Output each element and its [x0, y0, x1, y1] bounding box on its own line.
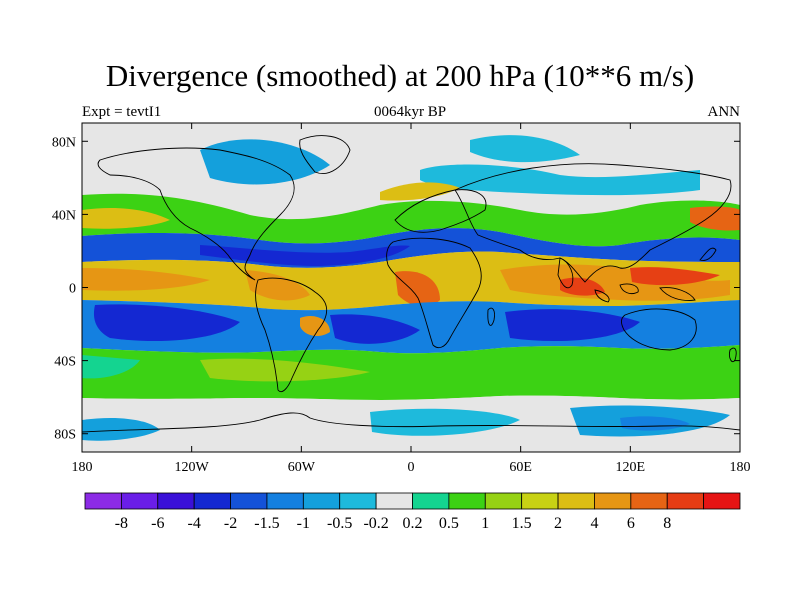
- north-asia-convergence: [420, 164, 700, 196]
- y-axis: 80N 40N 0 40S 80S: [52, 135, 740, 443]
- colorbar-swatch: [412, 492, 450, 510]
- africa-divergence: [395, 271, 440, 307]
- south-america-outline: [255, 277, 328, 393]
- madagascar-outline: [487, 307, 495, 326]
- itcz-pacific-divergence: [82, 268, 210, 291]
- x-tick-label: 180: [72, 460, 93, 475]
- colorbar-label: -1.5: [254, 515, 279, 532]
- antarctica-outline: [82, 412, 740, 433]
- colorbar-swatch: [666, 492, 705, 510]
- plot-title: Divergence (smoothed) at 200 hPa (10**6 …: [105, 58, 695, 93]
- s-pacific-strong-convergence: [93, 304, 240, 342]
- east-antarctic-strong: [620, 416, 690, 431]
- south-brazil-divergence: [300, 315, 330, 337]
- y-tick-label: 80N: [52, 135, 76, 150]
- divergence-field: [82, 123, 740, 452]
- bay-of-bengal-divergence: [560, 277, 605, 296]
- colorbar-label: -1: [297, 515, 310, 532]
- colorbar-label: -6: [151, 515, 164, 532]
- x-tick-label: 120W: [175, 460, 210, 475]
- colorbar-swatch: [521, 492, 559, 510]
- colorbar-swatch: [84, 492, 122, 510]
- new-guinea-outline: [659, 287, 696, 301]
- x-tick-label: 120E: [616, 460, 646, 475]
- south-pacific-midlat: [200, 358, 370, 382]
- colorbar-label: 8: [663, 515, 671, 532]
- x-tick-label: 60W: [288, 460, 316, 475]
- colorbar-label: -8: [115, 515, 128, 532]
- africa-outline: [386, 237, 482, 349]
- y-tick-label: 40S: [54, 355, 76, 370]
- india-outline: [557, 257, 574, 289]
- colorbar-label: -2: [224, 515, 237, 532]
- colorbar-swatch: [302, 492, 341, 510]
- x-axis: 180 120W 60W 0 60E 120E 180: [72, 123, 751, 475]
- colorbar-swatch: [375, 492, 413, 510]
- europe-outline: [394, 189, 487, 233]
- n-pacific-dateline-divergence: [82, 208, 170, 229]
- y-tick-label: 80S: [54, 428, 76, 443]
- x-tick-label: 180: [730, 460, 751, 475]
- colorbar-swatch: [230, 492, 268, 510]
- indian-ocean-divergence: [500, 264, 730, 301]
- japan-outline: [699, 247, 717, 261]
- n-pacific-east-divergence: [690, 206, 740, 231]
- colorbar-label: 2: [554, 515, 562, 532]
- y-tick-label: 40N: [52, 208, 76, 223]
- colorbar-swatch: [448, 492, 486, 510]
- colorbar-swatch: [120, 492, 159, 510]
- s-indian-strong-convergence: [505, 309, 640, 342]
- experiment-label: Expt = tevtI1: [82, 104, 162, 120]
- new-zealand-outline: [729, 347, 737, 363]
- colorbar-swatch: [339, 492, 377, 510]
- colorbar-label: -0.2: [363, 515, 388, 532]
- south-america-divergence: [245, 270, 310, 301]
- colorbar-swatch: [630, 492, 668, 510]
- borneo-outline: [619, 283, 639, 295]
- y-tick-label: 0: [69, 282, 76, 297]
- n-atlantic-storm-divergence: [380, 182, 460, 201]
- colorbar-label: 4: [590, 515, 598, 532]
- greenland-outline: [299, 135, 351, 174]
- south-midlat-divergence: [82, 345, 740, 400]
- coastlines: [82, 135, 740, 433]
- colorbar-label: 1.5: [512, 515, 532, 532]
- colorbar-swatch: [594, 492, 632, 510]
- colorbar-label: 0.2: [403, 515, 423, 532]
- colorbar-swatch: [557, 492, 595, 510]
- north-midlat-divergence: [82, 193, 740, 247]
- sumatra-outline: [594, 289, 610, 303]
- ross-sea-convergence: [82, 418, 160, 441]
- x-tick-label: 0: [408, 460, 415, 475]
- s-atlantic-strong-convergence: [330, 314, 420, 344]
- weddell-convergence: [370, 408, 520, 436]
- colorbar-label: 6: [627, 515, 635, 532]
- colorbar-swatch: [193, 492, 231, 510]
- north-america-outline: [97, 147, 295, 281]
- colorbar-label: 1: [481, 515, 489, 532]
- colorbar: -8 -6 -4 -2 -1.5 -1 -0.5 -0.2 0.2 0.5 1 1.5 2 4 6 8: [84, 492, 741, 532]
- colorbar-swatch: [703, 492, 741, 510]
- colorbar-swatch: [157, 492, 195, 510]
- colorbar-swatch: [266, 492, 304, 510]
- time-label: 0064kyr BP: [373, 104, 447, 120]
- n-atlantic-strong-convergence: [200, 245, 410, 266]
- colorbar-label: -4: [188, 515, 201, 532]
- maritime-continent-divergence: [630, 267, 720, 286]
- x-tick-label: 60E: [509, 460, 532, 475]
- asia-outline: [454, 163, 732, 283]
- colorbar-label: -0.5: [327, 515, 352, 532]
- arctic-siberia-convergence: [470, 135, 580, 163]
- australia-outline: [621, 308, 697, 351]
- colorbar-swatch: [484, 492, 523, 510]
- season-label: ANN: [707, 104, 741, 120]
- dateline-south-divergence: [82, 355, 140, 379]
- arctic-region: [82, 123, 740, 168]
- colorbar-label: 0.5: [439, 515, 459, 532]
